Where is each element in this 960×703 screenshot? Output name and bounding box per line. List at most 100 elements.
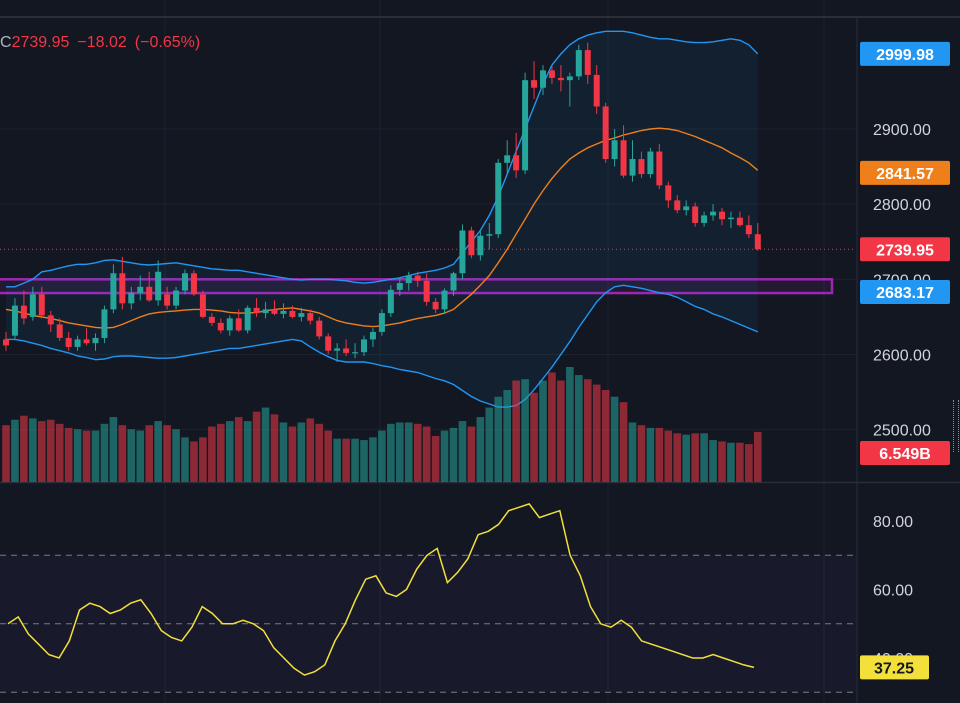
volume-bar-73: [655, 427, 664, 482]
volume-bar-20: [181, 437, 189, 482]
candle-body-37: [334, 348, 341, 351]
candle-body-57: [513, 155, 520, 171]
volume-bar-82: [736, 442, 744, 482]
ohlc-change: −18.02: [77, 34, 127, 51]
volume-bar-72: [646, 427, 655, 482]
volume-bar-42: [378, 430, 386, 482]
volume-bar-41: [369, 437, 377, 482]
volume-bar-36: [324, 430, 332, 482]
price-axis[interactable]: 2900.002800.002700.002600.002500.002999.…: [860, 41, 950, 680]
candle-body-26: [235, 318, 242, 331]
volume-bar-9: [82, 430, 91, 482]
volume-bar-76: [682, 434, 690, 482]
candle-body-39: [352, 352, 359, 354]
price-label-box-3: [860, 279, 950, 304]
volume-bar-68: [610, 396, 619, 482]
pane-resize-handle[interactable]: [953, 400, 959, 452]
candle-body-49: [441, 290, 448, 310]
volume-bar-13: [118, 425, 127, 482]
volume-bar-69: [619, 402, 628, 482]
price-label-box-0: [860, 41, 950, 66]
price-label-text-2: 2739.95: [876, 242, 934, 259]
volume-bar-15: [136, 430, 145, 482]
candle-body-84: [754, 234, 761, 250]
candle-body-64: [575, 50, 582, 77]
volume-bar-27: [243, 421, 252, 482]
rsi-tick-label: 60.00: [873, 583, 913, 600]
volume-bar-55: [494, 396, 503, 482]
volume-bar-21: [190, 441, 198, 482]
candle-body-11: [101, 309, 108, 338]
candle-body-16: [146, 286, 153, 301]
price-label-text-0: 2999.98: [876, 47, 934, 64]
volume-bar-37: [333, 438, 341, 482]
candle-body-25: [226, 318, 233, 331]
candle-body-82: [736, 217, 743, 226]
volume-bar-52: [467, 426, 476, 482]
candle-body-66: [593, 74, 600, 107]
price-tick-label: 2800.00: [873, 197, 931, 214]
candle-body-32: [289, 310, 296, 317]
candle-body-24: [217, 322, 224, 331]
candle-body-67: [602, 106, 609, 160]
candle-body-27: [244, 307, 251, 331]
rsi-band-fill: [0, 555, 856, 693]
rsi-tick-label: 80.00: [873, 514, 913, 531]
candle-body-8: [74, 339, 81, 347]
candle-body-22: [199, 294, 206, 317]
volume-bar-1: [11, 419, 19, 482]
candle-body-0: [3, 339, 9, 346]
volume-bar-3: [29, 418, 37, 482]
bollinger-band-fill: [6, 31, 758, 408]
volume-bar-35: [315, 423, 324, 482]
volume-bar-32: [288, 426, 297, 482]
volume-bar-74: [664, 430, 673, 482]
volume-bar-58: [521, 379, 529, 482]
candle-body-23: [208, 316, 215, 323]
candle-body-79: [710, 211, 717, 216]
candle-body-41: [369, 331, 376, 340]
volume-bar-38: [342, 438, 350, 482]
candle-body-18: [164, 294, 171, 306]
volume-bar-79: [709, 440, 717, 482]
volume-bar-78: [700, 433, 708, 482]
candle-body-21: [190, 273, 197, 295]
volume-bar-70: [628, 422, 637, 482]
volume-bar-12: [109, 417, 118, 482]
candle-body-63: [566, 76, 573, 81]
volume-bar-29: [261, 407, 270, 482]
candle-body-61: [548, 70, 555, 78]
rsi-line: [7, 503, 755, 676]
volume-bar-80: [718, 441, 726, 482]
volume-bar-2: [20, 415, 28, 482]
candle-body-78: [701, 215, 708, 223]
volume-bar-62: [557, 380, 565, 482]
price-label-box-1: [860, 160, 950, 185]
candle-body-68: [611, 140, 618, 160]
candle-body-48: [432, 301, 439, 310]
price-label-text-1: 2841.57: [876, 166, 934, 183]
candle-body-10: [92, 337, 99, 344]
volume-bar-56: [503, 390, 511, 482]
candle-body-56: [504, 155, 511, 163]
volume-bar-65: [583, 379, 592, 482]
volume-bar-51: [458, 421, 467, 482]
candle-body-45: [405, 275, 412, 284]
candle-body-43: [387, 289, 394, 314]
candle-body-9: [83, 339, 90, 344]
candle-body-3: [29, 294, 36, 317]
volume-bar-59: [530, 392, 538, 482]
volume-bar-44: [396, 422, 404, 482]
candle-body-40: [361, 339, 367, 353]
volume-bar-19: [172, 429, 180, 482]
volume-bar-39: [351, 438, 359, 482]
volume-bars: [2, 367, 762, 482]
volume-bar-60: [539, 380, 547, 482]
rsi-label-box: [860, 655, 929, 680]
volume-bar-63: [566, 367, 574, 482]
price-tick-label: 2900.00: [873, 122, 931, 139]
candle-body-17: [155, 271, 162, 301]
volume-bar-25: [225, 421, 234, 482]
volume-bar-4: [38, 421, 46, 482]
